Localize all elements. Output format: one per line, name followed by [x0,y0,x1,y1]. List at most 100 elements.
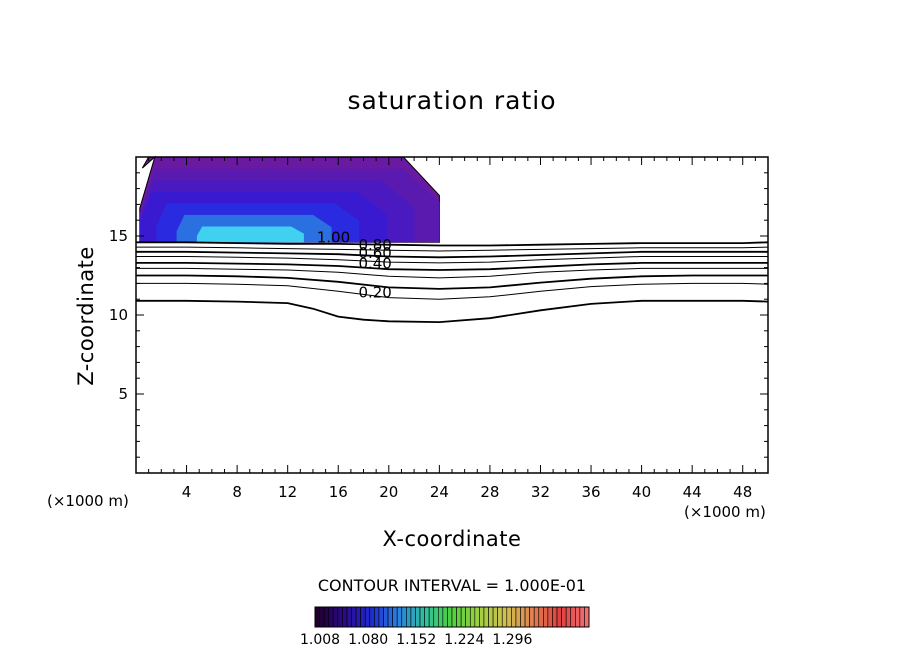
x-tick-label: 24 [430,483,449,501]
colorbar-cell [351,606,357,628]
colorbar-cell [433,606,439,628]
x-tick-label: 4 [182,483,192,501]
x-tick-label: 28 [480,483,499,501]
x-axis-label: X-coordinate [382,527,522,551]
x-tick-label: 20 [379,483,398,501]
contour-line [136,256,768,264]
colorbar-cell [460,606,466,628]
colorbar-cell [401,606,407,628]
colorbar-tick-labels: 1.008 1.080 1.152 1.224 1.296 [300,632,540,648]
colorbar-cell [552,606,558,628]
colorbar-cell [547,606,553,628]
x-tick-label: 32 [531,483,550,501]
colorbar-cell [565,606,572,628]
colorbar-tick-label: 1.224 [444,632,485,648]
colorbar-cell [479,606,485,628]
colorbar-cell [451,606,457,628]
colorbar-cell [465,606,471,628]
contour-label: 1.00 [317,228,350,246]
contour-line [136,262,768,271]
contour-line [136,274,768,290]
contour-label: 0.60 [358,244,391,262]
colorbar-cell [355,606,361,628]
contour-line [136,241,769,247]
colorbar-cell [369,606,375,628]
colorbar-cell [419,606,425,628]
colorbar-cell [529,606,535,628]
colorbar-cell [360,606,366,628]
colorbar-cell [392,606,398,628]
colorbar-cell [383,606,389,628]
colorbar-cell [328,606,334,628]
x-unit-label-right: (×1000 m) [684,503,766,521]
colorbar-cell [437,606,444,628]
colorbar-cell [378,606,384,628]
colorbar-cell [570,606,576,628]
colorbar-cell [415,606,421,628]
colorbar-cell [524,606,530,628]
x-tick-label: 36 [581,483,600,501]
y-axis-label: Z-coordinate [74,246,98,386]
colorbar-cell [342,606,348,628]
contour-label: 0.40 [358,254,391,272]
colorbar-cell [497,606,503,628]
colorbar-cell [406,606,412,628]
colorbar-cell [428,606,435,628]
colorbar-cell [561,606,567,628]
colorbar-cell [579,606,585,628]
contour-interval-label: CONTOUR INTERVAL = 1.000E-01 [317,576,587,595]
colorbar-cell [501,606,508,628]
colorbar-cell [410,606,416,628]
x-tick-label: 16 [329,483,348,501]
colorbar-cell [488,606,494,628]
contour-line [136,246,769,252]
colorbar-cell [492,606,498,628]
filled-region [139,155,440,243]
colorbar [314,606,590,628]
x-unit-label-left: (×1000 m) [47,492,129,510]
filled-band [196,226,304,243]
colorbar-cell [511,606,517,628]
contour-line [136,250,768,259]
y-tick-label: 5 [118,385,128,403]
colorbar-cell [447,606,453,628]
colorbar-cell [396,606,403,628]
colorbar-cell [319,606,325,628]
colorbar-cell [374,606,380,628]
y-tick-label: 10 [109,306,128,324]
contour-line [136,267,768,279]
colorbar-cell [332,606,339,628]
colorbar-cell [574,606,581,628]
colorbar-tick-label: 1.152 [396,632,437,648]
colorbar-cell [515,606,521,628]
colorbar-cell [520,606,526,628]
colorbar-cell [387,606,393,628]
colorbar-cell [538,606,544,628]
colorbar-cell [456,606,462,628]
colorbar-cell [442,606,448,628]
colorbar-cell [364,606,371,628]
colorbar-cell [483,606,489,628]
x-tick-label: 8 [232,483,242,501]
contour-line [136,282,769,300]
colorbar-tick-label: 1.008 [300,632,341,648]
colorbar-frame [314,606,590,628]
colorbar-cell [314,606,320,628]
colorbar-cell [323,606,329,628]
contour-lines [136,241,769,324]
x-tick-label: 12 [278,483,297,501]
contour-line [136,299,769,324]
contour-labels: 1.00 0.800.600.40 0.20 [317,228,392,301]
y-tick-label: 15 [109,227,128,245]
colorbar-cell [424,606,430,628]
colorbar-cell [469,606,476,628]
contour-label: 0.20 [358,284,391,302]
contour-label: 0.80 [358,236,391,254]
colorbar-cell [474,606,480,628]
colorbar-cell [556,606,562,628]
colorbar-tick-label: 1.080 [348,632,389,648]
x-tick-label: 48 [733,483,752,501]
colorbar-cell [533,606,540,628]
